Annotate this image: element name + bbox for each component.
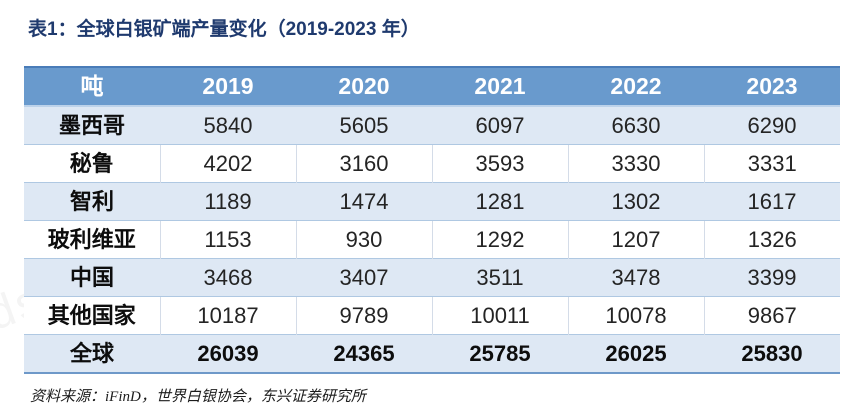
table-body: 墨西哥 5840 5605 6097 6630 6290 秘鲁 4202 3160 3593 333… [24, 106, 840, 373]
table-header: 吨 2019 2020 2021 2022 2023 [24, 67, 840, 107]
value-cell: 24365 [296, 334, 432, 373]
value-cell: 4202 [159, 144, 296, 183]
year-header: 2020 [296, 67, 432, 107]
value-cell: 3468 [160, 258, 296, 297]
value-cell: 6290 [747, 113, 797, 138]
table-row: 中国 3468 3407 3511 3478 3399 [24, 258, 840, 297]
table-row: 秘鲁 4202 3160 3593 3330 3331 [24, 144, 840, 183]
value-cell: 1281 [432, 182, 568, 221]
value-cell: 1189 [160, 182, 296, 221]
silver-production-table: 吨 2019 2020 2021 2022 2023 墨西哥 5840 5605 6097 663… [24, 66, 840, 374]
table-title: 表1：全球白银矿端产量变化（2019-2023 年） [28, 19, 420, 40]
country-label: 其他国家 [24, 296, 160, 335]
value-cell: 1617 [704, 182, 840, 221]
value-cell: 3593 [431, 144, 568, 183]
country-label: 中国 [24, 258, 160, 297]
year-header: 2022 [568, 67, 704, 107]
value-cell: 10011 [431, 296, 568, 335]
value-cell: 1474 [296, 182, 432, 221]
value-cell: 1292 [431, 220, 568, 259]
table-row: 全球 26039 24365 25785 26025 25830 [24, 334, 840, 373]
value-cell: 6630 [611, 113, 661, 138]
table-row: 玻利维亚 1153 930 1292 1207 1326 [24, 220, 840, 259]
value-cell: 3331 [703, 144, 840, 183]
year-header: 2023 [704, 67, 840, 107]
year-header: 2019 [160, 67, 296, 107]
value-cell: 9789 [295, 296, 432, 335]
value-cell: 3160 [295, 144, 432, 183]
value-cell: 930 [295, 220, 432, 259]
value-cell: 6097 [475, 113, 525, 138]
value-cell: 10078 [567, 296, 704, 335]
unit-header: 吨 [24, 67, 160, 107]
year-header: 2021 [432, 67, 568, 107]
value-cell: 26039 [160, 334, 296, 373]
value-cell: 25785 [432, 334, 568, 373]
value-cell: 3478 [568, 258, 704, 297]
table-row: 智利 1189 1474 1281 1302 1617 [24, 182, 840, 221]
header-row: 吨 2019 2020 2021 2022 2023 [24, 67, 840, 107]
value-cell: 5605 [339, 113, 389, 138]
value-cell: 1153 [159, 220, 296, 259]
value-cell: 3330 [567, 144, 704, 183]
value-cell: 9867 [703, 296, 840, 335]
value-cell: 5840 [203, 113, 253, 138]
country-label: 玻利维亚 [24, 220, 160, 259]
table-row: 墨西哥 5840 5605 6097 6630 6290 [24, 106, 840, 145]
country-label: 秘鲁 [24, 144, 160, 183]
country-label: 智利 [24, 182, 160, 221]
value-cell: 1207 [567, 220, 704, 259]
country-label: 墨西哥 [58, 113, 125, 138]
table-row: 其他国家 10187 9789 10011 10078 9867 [24, 296, 840, 335]
value-cell: 26025 [568, 334, 704, 373]
country-label: 全球 [24, 334, 160, 373]
value-cell: 3399 [704, 258, 840, 297]
value-cell: 1326 [703, 220, 840, 259]
value-cell: 25830 [704, 334, 840, 373]
value-cell: 1302 [568, 182, 704, 221]
value-cell: 3407 [296, 258, 432, 297]
value-cell: 10187 [159, 296, 296, 335]
value-cell: 3511 [432, 258, 568, 297]
source-note: 资料来源：iFinD，世界白银协会，东兴证券研究所 [30, 389, 366, 405]
